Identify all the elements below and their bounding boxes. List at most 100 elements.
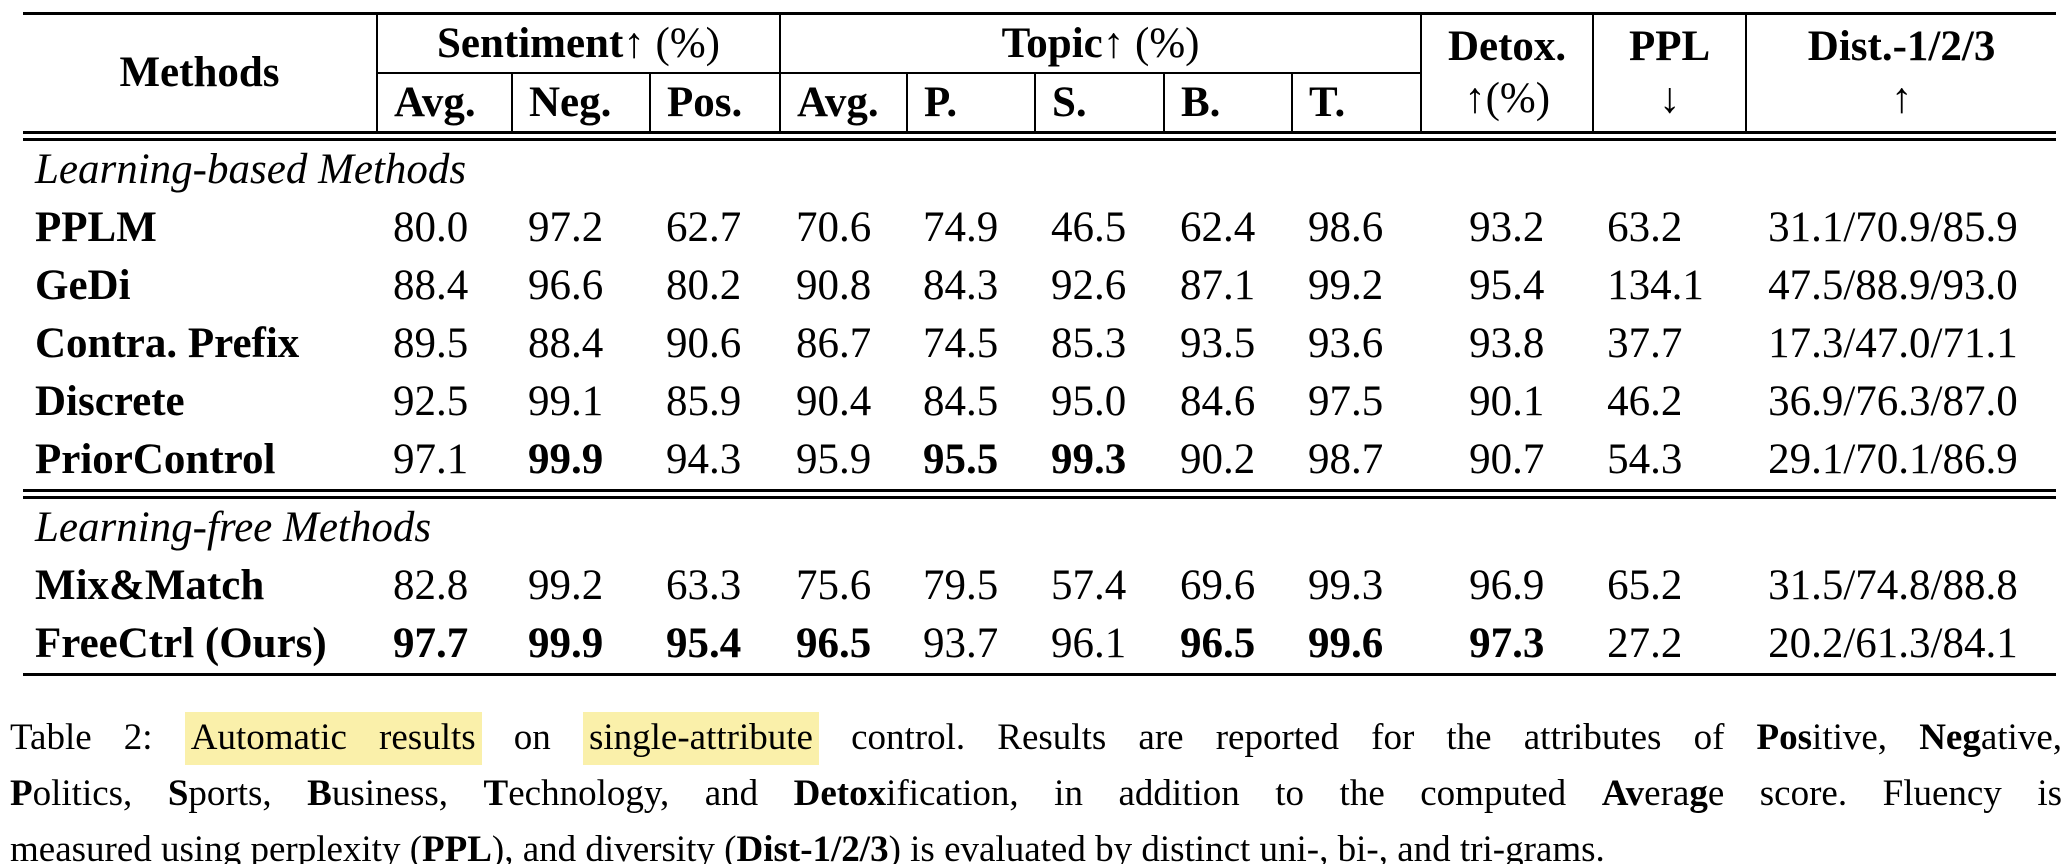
caption-text: Dist-1/2/3 (736, 829, 889, 864)
value-cell: 31.1/70.9/85.9 (1768, 204, 2018, 252)
up-arrow-icon: ↑(%) (1464, 75, 1551, 122)
value-cell: 27.2 (1607, 620, 1683, 668)
method-name: FreeCtrl (Ours) (35, 620, 327, 668)
value-cell: 95.4 (666, 620, 742, 668)
detox-label: Detox. (1447, 23, 1567, 70)
section-label: Learning-free Methods (35, 504, 432, 552)
value-cell: 92.5 (393, 378, 469, 426)
caption-text: echnology, and (508, 773, 794, 814)
value-cell: 99.2 (528, 562, 604, 610)
results-table: Methods Sentiment↑ (%) Topic↑ (%) Detox.… (23, 12, 2057, 676)
value-cell: 98.6 (1308, 204, 1384, 252)
value-cell: 88.4 (528, 320, 604, 368)
value-cell: 46.2 (1607, 378, 1683, 426)
value-cell: 98.7 (1292, 431, 1422, 499)
value-cell: 74.5 (923, 320, 999, 368)
dist-label: Dist.-1/2/3 (1807, 23, 1996, 70)
value-cell: 57.4 (1051, 562, 1127, 610)
caption-text: measured using perplexity ( (10, 829, 423, 864)
topic-label: Topic (1001, 19, 1103, 67)
value-cell: 84.3 (923, 262, 999, 310)
caption-text: ports, (188, 773, 308, 814)
value-cell: 84.5 (923, 378, 999, 426)
value-cell: 29.1/70.1/86.9 (1746, 431, 2057, 499)
value-cell: 47.5/88.9/93.0 (1768, 262, 2018, 310)
col-header-sent-pos: Pos. (650, 73, 781, 141)
caption-text: B (307, 773, 332, 814)
col-group-sentiment: Sentiment↑ (%) (377, 13, 781, 74)
method-name: PriorControl (23, 431, 377, 499)
caption-text: ), and diversity ( (491, 829, 737, 864)
value-cell: 37.7 (1607, 320, 1683, 368)
value-cell: 62.4 (1180, 204, 1256, 252)
value-cell: 99.1 (528, 378, 604, 426)
caption-text: olitics, (32, 773, 168, 814)
method-name: Discrete (35, 378, 185, 426)
value-cell: 63.2 (1607, 204, 1683, 252)
value-cell: 87.1 (1180, 262, 1256, 310)
value-cell: 89.5 (393, 320, 469, 368)
caption-text: control. Results are reported for the at… (818, 717, 1757, 758)
method-name: Contra. Prefix (35, 320, 300, 368)
value-cell: 63.3 (666, 562, 742, 610)
col-header-ppl: PPL ↓ (1593, 13, 1748, 141)
value-cell: 69.6 (1180, 562, 1256, 610)
col-header-topic-s: S. (1035, 73, 1165, 141)
caption-line-1: Table 2: Automatic results on single-att… (10, 710, 2062, 766)
col-header-sent-neg: Neg. (512, 73, 651, 141)
caption-line-2: Politics, Sports, Business, Technology, … (10, 766, 2062, 822)
method-name: GeDi (35, 262, 131, 310)
table-row: FreeCtrl (Ours) 97.7 99.9 95.4 96.5 93.7… (23, 615, 2056, 675)
value-cell: 99.9 (528, 620, 604, 668)
value-cell: 90.4 (796, 378, 872, 426)
value-cell: 31.5/74.8/88.8 (1768, 562, 2018, 610)
table-body: Learning-based Methods PPLM 80.0 97.2 62… (23, 136, 2057, 675)
up-arrow-icon: ↑ (623, 19, 645, 67)
sentiment-label: Sentiment (436, 19, 624, 67)
sentiment-unit: (%) (655, 19, 721, 67)
value-cell: 97.1 (377, 431, 512, 499)
value-cell: 96.5 (796, 620, 872, 668)
value-cell: 93.8 (1469, 320, 1545, 368)
value-cell: 46.5 (1051, 204, 1127, 252)
table-row: Mix&Match 82.8 99.2 63.3 75.6 79.5 57.4 … (23, 557, 2056, 615)
method-name: PPLM (35, 204, 157, 252)
col-group-topic: Topic↑ (%) (780, 13, 1423, 74)
value-cell: 93.5 (1180, 320, 1256, 368)
value-cell: 80.0 (393, 204, 469, 252)
col-header-methods: Methods (23, 13, 378, 141)
section-row: Learning-based Methods (23, 136, 2056, 199)
value-cell: 95.4 (1469, 262, 1545, 310)
table-header: Methods Sentiment↑ (%) Topic↑ (%) Detox.… (23, 13, 2057, 141)
value-cell: 99.2 (1308, 262, 1384, 310)
caption-text: ification, in addition to the computed (886, 773, 1602, 814)
table-row: Discrete 92.5 99.1 85.9 90.4 84.5 95.0 8… (23, 373, 2056, 431)
value-cell: 74.9 (923, 204, 999, 252)
col-header-topic-t: T. (1292, 73, 1423, 141)
up-arrow-icon: ↑ (1102, 19, 1125, 67)
caption-text: e score. Fluency is (1707, 773, 2063, 814)
value-cell: 88.4 (393, 262, 469, 310)
value-cell: 17.3/47.0/71.1 (1768, 320, 2018, 368)
value-cell: 85.9 (666, 378, 742, 426)
value-cell: 90.8 (796, 262, 872, 310)
caption-text: Table 2: (10, 717, 185, 758)
value-cell: 54.3 (1593, 431, 1747, 499)
caption-highlight: Automatic results (184, 712, 482, 765)
value-cell: 97.7 (393, 620, 469, 668)
value-cell: 96.1 (1051, 620, 1127, 668)
caption-text: S (167, 773, 189, 814)
caption-text: Pos (1756, 717, 1813, 758)
value-cell: 80.2 (666, 262, 742, 310)
caption-text: ) is evaluated by distinct uni-, bi-, an… (888, 829, 1605, 864)
value-cell: 82.8 (393, 562, 469, 610)
value-cell: 94.3 (650, 431, 780, 499)
value-cell: 96.9 (1469, 562, 1545, 610)
section-row: Learning-free Methods (23, 494, 2056, 557)
value-cell: 93.2 (1469, 204, 1545, 252)
caption-line-3: measured using perplexity (PPL), and div… (10, 822, 2062, 864)
value-cell: 93.7 (923, 620, 999, 668)
value-cell: 96.6 (528, 262, 604, 310)
value-cell: 90.7 (1421, 431, 1594, 499)
